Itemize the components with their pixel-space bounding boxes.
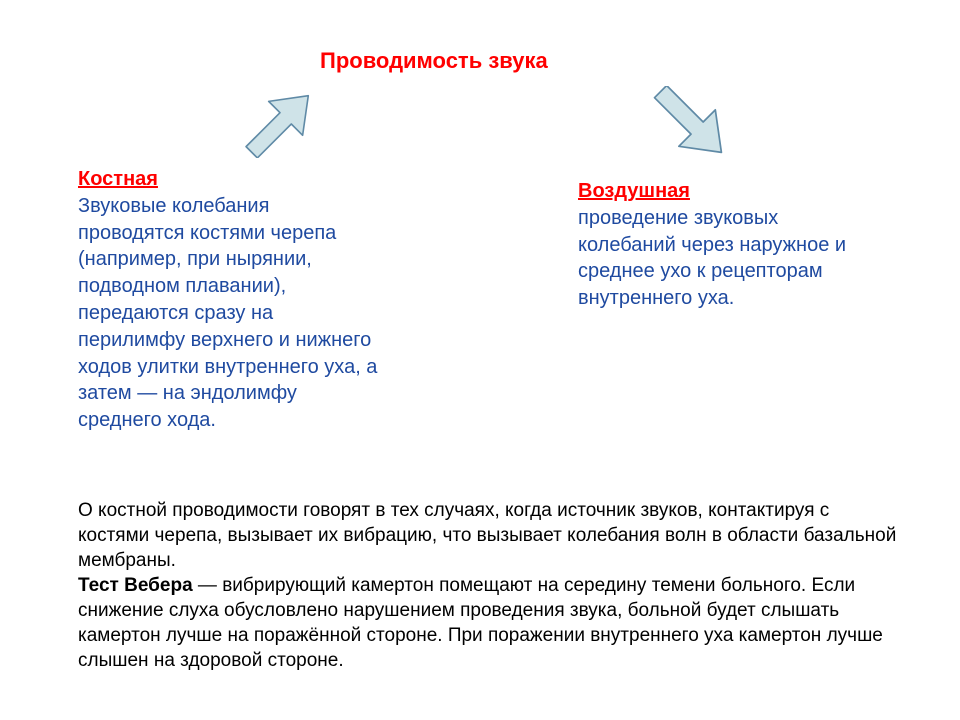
bottom-para2: — вибрирующий камертон помещают на серед… bbox=[78, 575, 883, 671]
slide: Проводимость звука Костная Звуковые коле… bbox=[0, 0, 960, 720]
left-column: Костная Звуковые колебания проводятся ко… bbox=[78, 166, 378, 434]
arrow-right-icon bbox=[648, 86, 734, 158]
right-body: проведение звуковых колебаний через нару… bbox=[578, 207, 846, 309]
left-heading: Костная bbox=[78, 168, 158, 190]
right-heading: Воздушная bbox=[578, 180, 690, 202]
right-column: Воздушная проведение звуковых колебаний … bbox=[578, 178, 866, 312]
bottom-para1: О костной проводимости говорят в тех слу… bbox=[78, 500, 896, 571]
left-body: Звуковые колебания проводятся костями че… bbox=[78, 195, 377, 431]
bottom-bold: Тест Вебера bbox=[78, 575, 193, 596]
diagram-title: Проводимость звука bbox=[320, 48, 548, 74]
bottom-paragraph: О костной проводимости говорят в тех слу… bbox=[78, 498, 900, 674]
arrow-left-icon bbox=[240, 90, 320, 158]
